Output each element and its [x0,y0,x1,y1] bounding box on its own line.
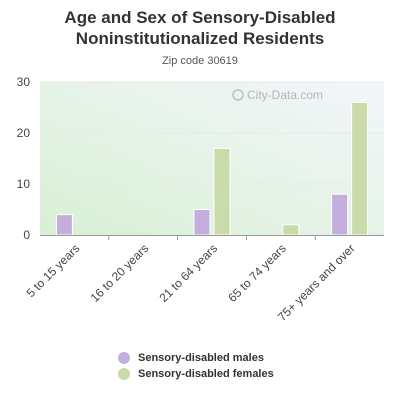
x-tick-label: 5 to 15 years [24,241,83,300]
legend-item-males: Sensory-disabled males [118,350,274,366]
bar-females-3 [213,147,231,236]
bar-females-5 [351,101,369,236]
y-axis: 0 10 20 30 [17,75,31,242]
y-tick-label: 0 [23,228,30,242]
legend: Sensory-disabled males Sensory-disabled … [118,350,274,382]
bar-males-1 [55,214,73,236]
x-axis: 5 to 15 years 16 to 20 years 21 to 64 year… [24,235,384,324]
y-tick-label: 20 [17,126,31,140]
x-tick-label: 21 to 64 years [156,241,220,305]
bar-males-5 [331,193,349,236]
legend-label-females: Sensory-disabled females [138,368,274,380]
legend-swatch-females [118,368,130,380]
legend-item-females: Sensory-disabled females [118,366,274,382]
chart-title: Age and Sex of Sensory-Disabled Noninsti… [0,7,400,49]
y-tick-label: 30 [17,75,31,89]
chart-title-line-2: Noninstitutionalized Residents [75,29,325,48]
legend-swatch-males [118,352,130,364]
watermark-text: City-Data.com [247,88,323,102]
chart-subtitle: Zip code 30619 [162,55,238,67]
x-tick-label: 75+ years and over [275,241,358,324]
legend-label-males: Sensory-disabled males [138,352,264,364]
y-tick-label: 10 [17,177,31,191]
bar-females-4 [282,224,300,236]
watermark: City-Data.com [232,88,323,102]
bars [55,101,369,236]
watermark-icon [232,89,244,101]
bar-males-3 [193,209,211,236]
chart-title-line-1: Age and Sex of Sensory-Disabled [64,8,336,27]
plot-background [40,82,384,235]
x-tick-label: 16 to 20 years [88,241,152,305]
gridlines [40,81,384,185]
x-tick-label: 65 to 74 years [225,241,289,305]
